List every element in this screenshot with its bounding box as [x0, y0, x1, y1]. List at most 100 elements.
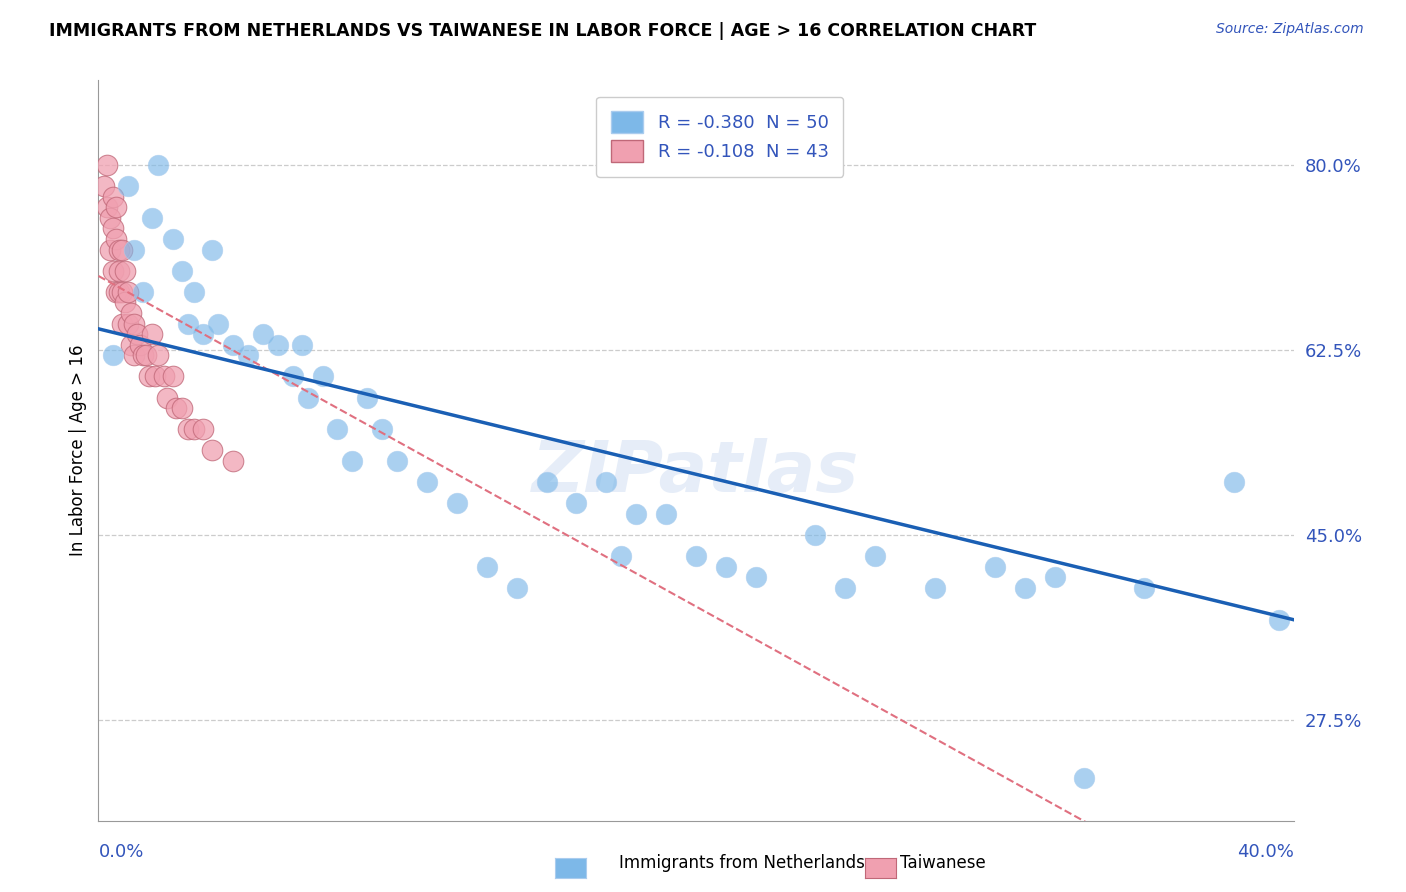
- Point: [148, 348, 170, 362]
- Point: [124, 348, 146, 362]
- Point: [117, 285, 139, 299]
- Point: [103, 189, 125, 203]
- Point: [103, 263, 125, 277]
- Point: [236, 348, 259, 362]
- Point: [1073, 772, 1095, 786]
- Point: [124, 243, 146, 257]
- Point: [135, 348, 157, 362]
- Point: [475, 559, 498, 574]
- Point: [252, 327, 274, 342]
- Point: [103, 221, 125, 235]
- Point: [834, 581, 856, 595]
- Point: [865, 549, 887, 564]
- Point: [108, 285, 131, 299]
- Point: [183, 422, 205, 436]
- Point: [114, 295, 136, 310]
- Point: [96, 158, 118, 172]
- Point: [138, 369, 160, 384]
- Point: [108, 263, 131, 277]
- Point: [565, 496, 588, 510]
- Point: [356, 391, 378, 405]
- Point: [127, 327, 149, 342]
- Point: [1043, 570, 1066, 584]
- Point: [536, 475, 558, 490]
- Text: Taiwanese: Taiwanese: [900, 855, 986, 872]
- Point: [610, 549, 633, 564]
- Point: [124, 317, 146, 331]
- Point: [311, 369, 333, 384]
- Point: [165, 401, 187, 416]
- Point: [117, 317, 139, 331]
- Point: [177, 422, 200, 436]
- Point: [1267, 613, 1289, 627]
- Point: [172, 263, 194, 277]
- Point: [111, 317, 134, 331]
- Point: [129, 337, 152, 351]
- Point: [153, 369, 176, 384]
- Point: [984, 559, 1007, 574]
- Point: [143, 369, 166, 384]
- Point: [222, 454, 245, 468]
- Point: [291, 337, 314, 351]
- Point: [595, 475, 617, 490]
- Point: [342, 454, 364, 468]
- Point: [141, 211, 163, 225]
- Point: [281, 369, 304, 384]
- Point: [685, 549, 707, 564]
- Point: [114, 263, 136, 277]
- Point: [207, 317, 229, 331]
- Point: [626, 507, 648, 521]
- Point: [105, 200, 128, 214]
- Point: [111, 243, 134, 257]
- Point: [108, 243, 131, 257]
- Text: 40.0%: 40.0%: [1237, 843, 1294, 861]
- Point: [201, 243, 224, 257]
- Point: [371, 422, 394, 436]
- Point: [222, 337, 245, 351]
- Point: [93, 179, 115, 194]
- Point: [98, 211, 122, 225]
- Point: [385, 454, 409, 468]
- Point: [148, 158, 170, 172]
- Point: [105, 232, 128, 246]
- Point: [120, 306, 142, 320]
- Point: [98, 243, 122, 257]
- Point: [1223, 475, 1246, 490]
- Point: [416, 475, 439, 490]
- Text: ZIPatlas: ZIPatlas: [533, 438, 859, 508]
- Point: [506, 581, 529, 595]
- Point: [105, 285, 128, 299]
- Point: [96, 200, 118, 214]
- Legend: R = -0.380  N = 50, R = -0.108  N = 43: R = -0.380 N = 50, R = -0.108 N = 43: [596, 96, 844, 177]
- Point: [117, 179, 139, 194]
- Point: [156, 391, 179, 405]
- Point: [162, 369, 184, 384]
- Point: [924, 581, 946, 595]
- Point: [1133, 581, 1156, 595]
- Point: [141, 327, 163, 342]
- Y-axis label: In Labor Force | Age > 16: In Labor Force | Age > 16: [69, 344, 87, 557]
- Text: 0.0%: 0.0%: [98, 843, 143, 861]
- Text: IMMIGRANTS FROM NETHERLANDS VS TAIWANESE IN LABOR FORCE | AGE > 16 CORRELATION C: IMMIGRANTS FROM NETHERLANDS VS TAIWANESE…: [49, 22, 1036, 40]
- Point: [201, 443, 224, 458]
- Point: [326, 422, 349, 436]
- Point: [191, 327, 214, 342]
- Point: [191, 422, 214, 436]
- Point: [267, 337, 290, 351]
- Point: [177, 317, 200, 331]
- Text: Immigrants from Netherlands: Immigrants from Netherlands: [619, 855, 865, 872]
- Point: [297, 391, 319, 405]
- Point: [655, 507, 678, 521]
- Point: [183, 285, 205, 299]
- Point: [714, 559, 737, 574]
- Text: Source: ZipAtlas.com: Source: ZipAtlas.com: [1216, 22, 1364, 37]
- Point: [111, 285, 134, 299]
- Point: [120, 337, 142, 351]
- Point: [162, 232, 184, 246]
- Point: [172, 401, 194, 416]
- Point: [446, 496, 468, 510]
- Point: [103, 348, 125, 362]
- Point: [1014, 581, 1036, 595]
- Point: [804, 528, 827, 542]
- Point: [745, 570, 768, 584]
